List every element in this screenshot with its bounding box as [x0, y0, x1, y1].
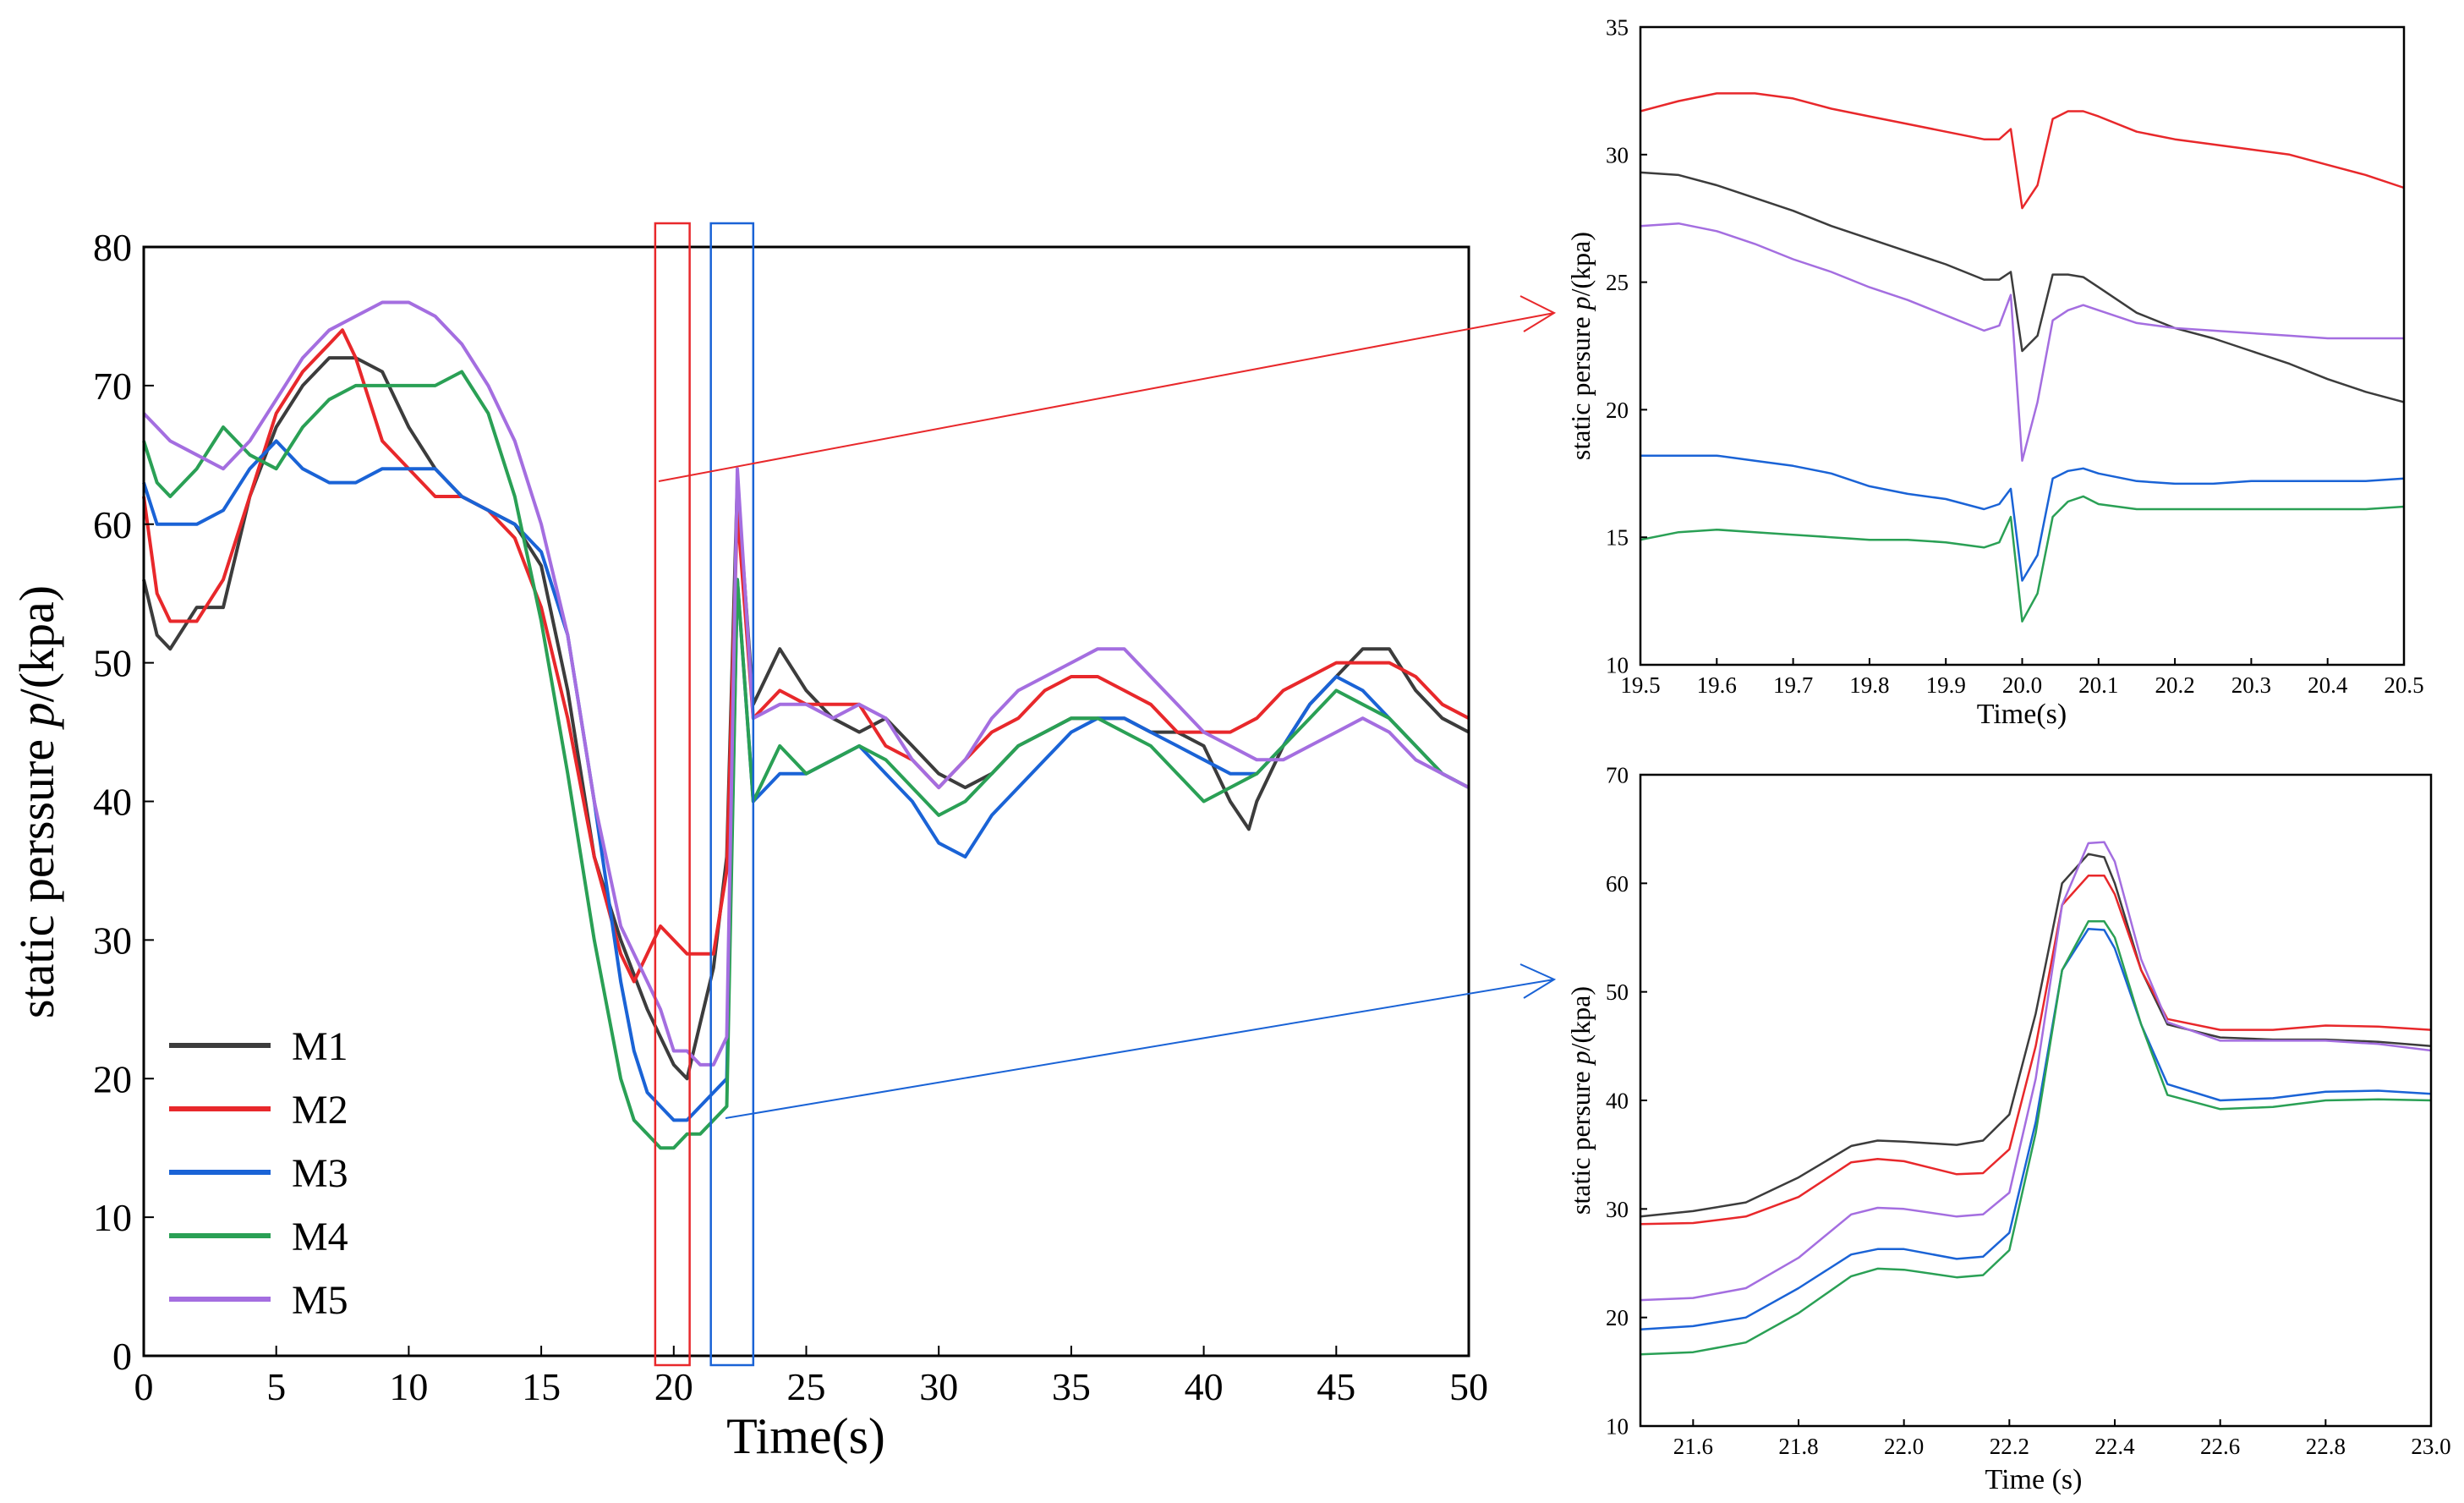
zoom-bottom-y-axis-label: static persure p/(kpa) — [1565, 986, 1596, 1215]
y-tick-label: 70 — [93, 365, 132, 408]
x-tick-label: 20.3 — [2231, 672, 2271, 698]
legend-label-m5: M5 — [292, 1278, 348, 1323]
x-tick-label: 22.0 — [1884, 1434, 1924, 1459]
zoom-bottom-series-group — [1640, 841, 2432, 1356]
x-tick-label: 22.2 — [1990, 1434, 2029, 1459]
y-tick-label: 20 — [1606, 1305, 1629, 1330]
x-tick-label: 19.9 — [1926, 672, 1966, 698]
y-tick-label: 25 — [1606, 270, 1629, 295]
series-line-m1 — [142, 356, 1470, 1081]
y-tick-label: 40 — [1606, 1088, 1629, 1113]
x-tick-label: 10 — [389, 1365, 428, 1408]
y-tick-label: 50 — [93, 642, 132, 685]
series-line-m2 — [1640, 875, 2432, 1226]
legend-label-m2: M2 — [292, 1088, 348, 1133]
y-tick-label: 30 — [93, 919, 132, 962]
x-tick-label: 45 — [1317, 1365, 1355, 1408]
legend-label-m3: M3 — [292, 1151, 348, 1196]
series-line-m1 — [1640, 853, 2432, 1218]
red-arrow-head-icon — [1519, 295, 1557, 332]
series-line-m5 — [1640, 841, 2432, 1302]
x-tick-label: 19.5 — [1620, 672, 1660, 698]
zoom-bottom-chart: 21.6 21.8 22.0 22.2 22.4 22.6 22.8 23.0 10 20 30 40… — [1565, 762, 2451, 1495]
y-tick-label: 35 — [1606, 14, 1629, 40]
y-tick-label: 10 — [1606, 1413, 1629, 1439]
zoom-top-x-axis-label: Time(s) — [1977, 699, 2067, 730]
x-tick-label: 20.2 — [2155, 672, 2194, 698]
x-tick-label: 5 — [266, 1365, 286, 1408]
x-tick-label: 30 — [919, 1365, 958, 1408]
series-line-m2 — [1640, 92, 2405, 210]
x-tick-label: 20.5 — [2384, 672, 2423, 698]
y-tick-label: 10 — [1606, 652, 1629, 677]
x-tick-label: 50 — [1449, 1365, 1488, 1408]
x-tick-label: 21.6 — [1673, 1434, 1713, 1459]
x-tick-label: 40 — [1185, 1365, 1224, 1408]
y-tick-label: 0 — [112, 1335, 132, 1378]
series-line-m5 — [1640, 222, 2404, 462]
blue-connector-line — [725, 979, 1555, 1119]
blue-arrow-head-icon — [1519, 963, 1557, 999]
zoom-top-chart: 19.5 19.6 19.7 19.8 19.9 20.0 20.1 20.2 20.3 20.4… — [1565, 14, 2424, 730]
main-chart: 0 5 10 15 20 25 30 35 40 45 50 0 10 20 30 40 50 60 70 80 Ti… — [9, 222, 1557, 1464]
zoom-top-series-group — [1640, 92, 2405, 623]
y-tick-label: 30 — [1606, 1197, 1629, 1222]
y-tick-label: 10 — [93, 1196, 132, 1239]
series-line-m1 — [1640, 171, 2405, 403]
main-series-group — [142, 300, 1470, 1150]
x-tick-label: 0 — [134, 1365, 154, 1408]
x-tick-label: 22.8 — [2306, 1434, 2346, 1459]
series-line-m5 — [142, 300, 1470, 1067]
series-line-m3 — [1640, 454, 2405, 582]
y-tick-label: 50 — [1606, 979, 1629, 1005]
y-tick-label: 80 — [93, 226, 132, 269]
y-tick-label: 15 — [1606, 525, 1629, 551]
y-tick-label: 60 — [93, 503, 132, 546]
x-tick-label: 20 — [654, 1365, 693, 1408]
y-tick-label: 30 — [1606, 142, 1629, 167]
x-tick-label: 21.8 — [1778, 1434, 1818, 1459]
x-tick-label: 20.1 — [2078, 672, 2118, 698]
zoom-region-blue-box — [709, 222, 755, 1367]
x-tick-label: 22.6 — [2200, 1434, 2240, 1459]
series-line-m4 — [1640, 920, 2432, 1356]
red-connector-line — [658, 312, 1555, 482]
series-line-m4 — [1640, 495, 2405, 623]
legend-label-m4: M4 — [292, 1215, 348, 1259]
y-tick-label: 60 — [1606, 871, 1629, 897]
zoom-bottom-plot-frame — [1639, 773, 2433, 1428]
zoom-top-y-axis-label: static persure p/(kpa) — [1565, 232, 1596, 460]
zoom-bottom-x-axis-label: Time (s) — [1985, 1464, 2083, 1495]
main-x-axis-label: Time(s) — [726, 1408, 885, 1464]
x-tick-label: 20.4 — [2308, 672, 2348, 698]
x-tick-label: 22.4 — [2094, 1434, 2135, 1459]
zoom-region-red-box — [654, 222, 691, 1367]
x-tick-label: 15 — [522, 1365, 561, 1408]
main-y-axis-label: static perssure p/(kpa) — [9, 585, 64, 1018]
zoom-top-axis-ticks: 19.5 19.6 19.7 19.8 19.9 20.0 20.1 20.2 20.3 20.4… — [1606, 14, 2424, 698]
x-tick-label: 19.7 — [1773, 672, 1813, 698]
x-tick-label: 19.8 — [1849, 672, 1889, 698]
x-tick-label: 23.0 — [2411, 1434, 2450, 1459]
main-axis-ticks: 0 5 10 15 20 25 30 35 40 45 50 0 10 20 30 40 50 60 70 80 — [93, 226, 1488, 1408]
y-tick-label: 20 — [93, 1057, 132, 1100]
x-tick-label: 20.0 — [2002, 672, 2042, 698]
x-tick-label: 35 — [1052, 1365, 1091, 1408]
legend: M1 M2 M3 M4 M5 — [169, 1024, 348, 1323]
series-line-m2 — [142, 328, 1470, 984]
y-tick-label: 40 — [93, 781, 132, 824]
y-tick-label: 20 — [1606, 398, 1629, 423]
series-line-m3 — [142, 439, 1470, 1122]
zoom-bottom-axis-ticks: 21.6 21.8 22.0 22.2 22.4 22.6 22.8 23.0 10 20 30 40… — [1606, 762, 2451, 1459]
x-tick-label: 25 — [787, 1365, 826, 1408]
y-tick-label: 70 — [1606, 762, 1629, 787]
x-tick-label: 19.6 — [1697, 672, 1737, 698]
legend-label-m1: M1 — [292, 1024, 348, 1069]
